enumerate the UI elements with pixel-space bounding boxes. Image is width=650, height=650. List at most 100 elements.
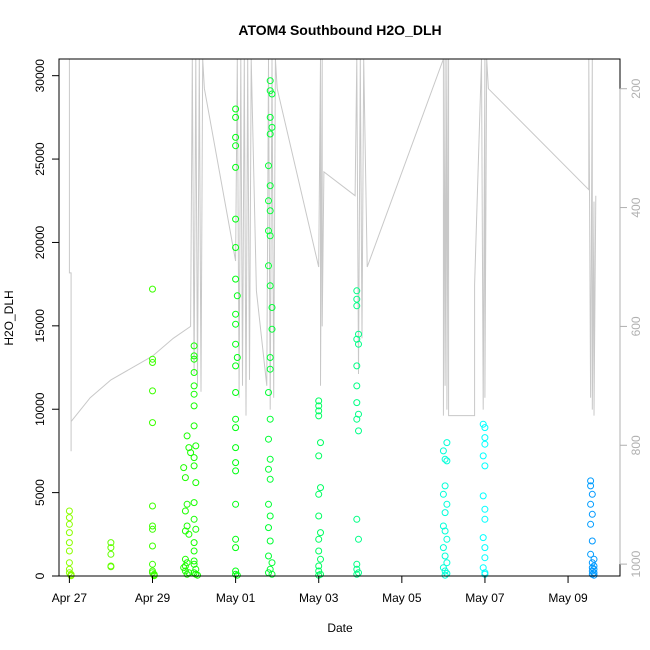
data-point bbox=[479, 534, 487, 542]
data-point bbox=[268, 325, 276, 333]
data-point bbox=[180, 564, 188, 572]
data-point bbox=[439, 490, 447, 498]
data-point bbox=[588, 510, 596, 518]
data-point bbox=[265, 435, 272, 443]
data-point bbox=[441, 455, 449, 463]
data-point bbox=[181, 507, 189, 515]
data-point bbox=[443, 500, 451, 508]
x-tick-label: May 07 bbox=[465, 591, 505, 605]
data-point bbox=[266, 282, 274, 290]
data-point bbox=[232, 310, 240, 318]
data-point bbox=[190, 454, 198, 462]
data-point bbox=[265, 524, 272, 532]
data-point bbox=[185, 530, 193, 538]
data-point bbox=[317, 529, 324, 537]
data-point bbox=[353, 295, 361, 303]
data-point bbox=[481, 515, 489, 523]
data-point bbox=[190, 462, 198, 470]
data-point bbox=[479, 420, 487, 428]
x-tick-label: May 01 bbox=[216, 591, 256, 605]
data-point bbox=[588, 537, 596, 545]
data-point bbox=[441, 571, 449, 579]
data-point bbox=[232, 467, 240, 475]
data-point bbox=[190, 557, 198, 565]
data-point bbox=[149, 359, 156, 366]
data-point bbox=[149, 285, 156, 293]
y-tick-label: 30000 bbox=[33, 59, 47, 93]
data-point bbox=[266, 475, 274, 483]
data-point bbox=[443, 559, 451, 567]
data-point bbox=[181, 474, 189, 482]
data-point bbox=[232, 113, 240, 121]
data-point bbox=[353, 570, 361, 578]
data-point bbox=[232, 415, 240, 423]
data-point bbox=[315, 567, 323, 575]
data-point bbox=[233, 571, 241, 579]
data-point bbox=[232, 500, 240, 508]
data-point bbox=[587, 550, 595, 558]
data-point bbox=[232, 133, 240, 141]
data-point bbox=[588, 559, 596, 567]
data-point bbox=[587, 482, 595, 490]
data-point bbox=[439, 564, 447, 572]
x-tick-label: Apr 27 bbox=[52, 591, 88, 605]
data-point bbox=[353, 415, 361, 423]
data-point bbox=[353, 335, 361, 343]
data-point bbox=[183, 500, 191, 508]
data-point bbox=[266, 207, 274, 215]
y2-axis-right: 200 400 600 800 1000 bbox=[619, 78, 643, 577]
data-point bbox=[439, 544, 447, 552]
data-point bbox=[107, 544, 115, 552]
data-point bbox=[441, 552, 449, 560]
data-point bbox=[233, 354, 241, 361]
data-point bbox=[441, 482, 449, 490]
data-point bbox=[441, 527, 449, 535]
data-point bbox=[588, 564, 596, 572]
y-axis-title: H2O_DLH bbox=[2, 290, 16, 345]
data-point bbox=[353, 399, 361, 407]
data-point bbox=[353, 362, 361, 370]
data-point bbox=[439, 447, 447, 455]
data-point bbox=[268, 123, 276, 131]
data-point bbox=[65, 539, 73, 547]
data-point bbox=[190, 515, 198, 523]
data-point bbox=[266, 232, 274, 240]
data-point bbox=[587, 500, 595, 508]
data-point bbox=[443, 535, 451, 543]
data-point bbox=[65, 514, 73, 522]
data-point bbox=[190, 390, 198, 398]
y-tick-label: 25000 bbox=[33, 142, 47, 176]
data-point bbox=[149, 419, 156, 427]
data-point bbox=[149, 522, 156, 530]
x-tick-label: Apr 29 bbox=[135, 591, 171, 605]
data-point bbox=[315, 452, 323, 460]
data-point bbox=[232, 215, 240, 223]
data-point bbox=[65, 520, 73, 528]
data-point bbox=[587, 520, 595, 528]
data-point bbox=[353, 287, 361, 295]
data-point bbox=[107, 539, 115, 547]
data-point bbox=[190, 402, 198, 410]
data-point bbox=[265, 465, 272, 473]
data-point bbox=[315, 562, 323, 570]
data-point bbox=[192, 479, 200, 487]
data-point bbox=[265, 552, 272, 560]
y2-tick-label: 600 bbox=[629, 316, 643, 336]
data-point bbox=[481, 544, 489, 552]
y-axis: 0 5000 10000 15000 20000 25000 30000 bbox=[33, 59, 60, 579]
data-point bbox=[315, 402, 323, 410]
data-point bbox=[266, 455, 274, 463]
data-point bbox=[481, 505, 489, 513]
data-point bbox=[353, 560, 361, 568]
y2-tick-label: 200 bbox=[629, 78, 643, 98]
data-point bbox=[266, 113, 274, 121]
y-tick-label: 0 bbox=[33, 572, 47, 579]
data-point bbox=[266, 512, 274, 520]
data-point bbox=[265, 197, 272, 205]
data-point bbox=[232, 544, 240, 552]
data-point bbox=[65, 507, 73, 515]
data-point bbox=[190, 382, 198, 390]
data-point bbox=[266, 365, 274, 373]
data-point bbox=[353, 565, 361, 573]
